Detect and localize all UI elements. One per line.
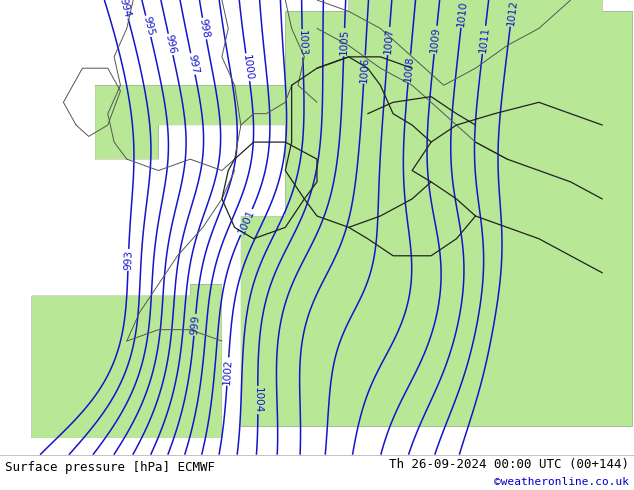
Text: 1002: 1002: [222, 358, 234, 385]
Text: 1000: 1000: [241, 53, 254, 81]
Text: 997: 997: [186, 53, 200, 74]
Text: 1010: 1010: [456, 0, 469, 27]
Text: 1008: 1008: [403, 55, 415, 82]
Text: 1011: 1011: [477, 26, 491, 53]
Text: 998: 998: [198, 18, 211, 39]
Text: 1009: 1009: [429, 26, 442, 53]
Text: 996: 996: [164, 34, 178, 55]
Text: 1006: 1006: [359, 56, 370, 83]
Text: 999: 999: [189, 315, 201, 335]
Text: Th 26-09-2024 00:00 UTC (00+144): Th 26-09-2024 00:00 UTC (00+144): [389, 458, 629, 471]
Text: 1007: 1007: [383, 27, 394, 54]
Text: 993: 993: [123, 250, 134, 270]
Text: 1004: 1004: [253, 387, 263, 413]
Text: 994: 994: [118, 0, 133, 19]
Text: 1012: 1012: [505, 0, 519, 26]
Text: 1003: 1003: [297, 30, 308, 56]
Text: Surface pressure [hPa] ECMWF: Surface pressure [hPa] ECMWF: [5, 461, 215, 473]
Text: 995: 995: [141, 15, 155, 37]
Text: 1005: 1005: [339, 29, 349, 55]
Text: 1001: 1001: [236, 208, 256, 236]
Text: ©weatheronline.co.uk: ©weatheronline.co.uk: [494, 477, 629, 487]
